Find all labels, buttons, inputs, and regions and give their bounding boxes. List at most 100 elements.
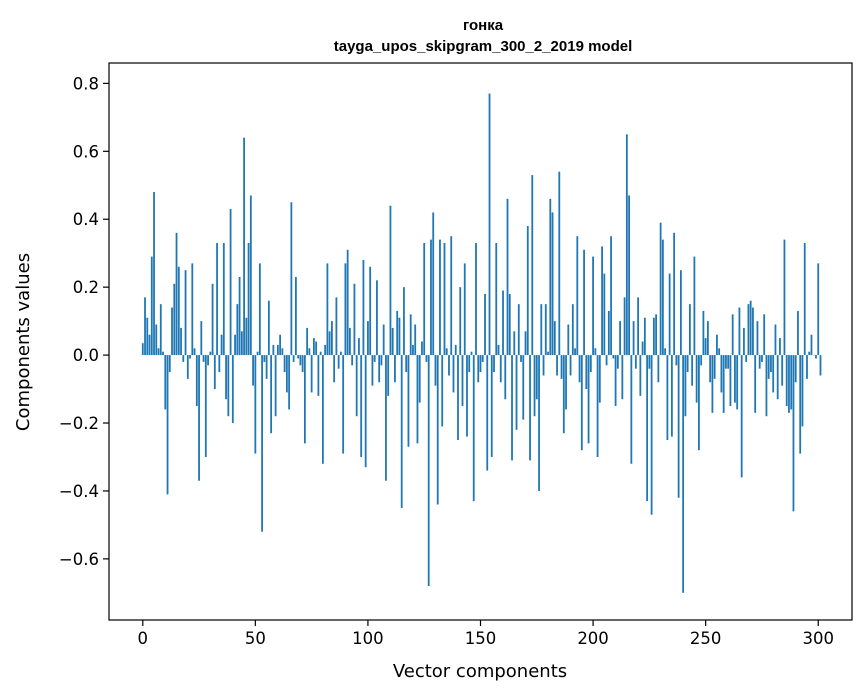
- bar: [475, 243, 477, 356]
- bar: [405, 355, 408, 373]
- bar: [256, 351, 259, 356]
- bar: [670, 355, 673, 437]
- bar: [150, 256, 153, 356]
- bar: [612, 355, 615, 359]
- bar: [461, 355, 464, 407]
- bar: [468, 355, 471, 373]
- bar: [625, 134, 628, 356]
- x-axis-label: Vector components: [393, 661, 567, 682]
- bar: [601, 246, 603, 356]
- bar: [679, 270, 682, 356]
- bar: [168, 355, 171, 373]
- bar: [315, 341, 318, 356]
- bar: [477, 355, 480, 383]
- bar: [682, 355, 685, 593]
- y-axis-ticks: −0.6 −0.4 −0.2 0.0 0.2 0.4 0.6 0.8: [59, 74, 109, 569]
- bar: [535, 355, 538, 400]
- bar: [529, 355, 531, 461]
- bar: [574, 348, 576, 356]
- bar: [743, 327, 745, 356]
- bar: [452, 355, 455, 393]
- bar: [247, 243, 250, 356]
- x-tick-label: 300: [802, 629, 834, 648]
- bar: [281, 348, 284, 356]
- bar: [470, 351, 473, 356]
- bar: [421, 341, 423, 356]
- bar: [749, 300, 752, 356]
- bar: [799, 355, 802, 454]
- bar: [810, 334, 813, 356]
- y-tick-label: −0.4: [59, 482, 99, 501]
- bar: [522, 355, 525, 420]
- bar: [675, 355, 678, 366]
- bar: [180, 327, 182, 356]
- bar: [342, 355, 345, 454]
- bar: [526, 226, 529, 356]
- bar: [272, 344, 275, 356]
- bar: [346, 249, 349, 356]
- bar: [218, 355, 221, 373]
- bar: [222, 243, 225, 356]
- bar: [157, 348, 160, 356]
- bar: [175, 232, 178, 356]
- plot-area-frame: [108, 62, 853, 621]
- bar: [754, 355, 757, 413]
- bar: [258, 263, 261, 356]
- bar: [630, 355, 633, 464]
- bar: [725, 355, 727, 369]
- bar: [466, 355, 468, 437]
- bar: [499, 355, 502, 383]
- bar: [418, 355, 421, 403]
- bar: [317, 355, 320, 396]
- bar: [556, 355, 558, 376]
- bar: [565, 355, 567, 410]
- bar: [285, 355, 288, 393]
- bar: [227, 355, 230, 417]
- bar: [141, 343, 144, 356]
- bar: [639, 355, 642, 396]
- bar: [162, 351, 164, 356]
- bar: [571, 304, 574, 356]
- bar: [186, 355, 189, 379]
- bar: [378, 355, 381, 383]
- bar: [707, 321, 709, 356]
- x-axis-ticks: 0 50 100 150 200 250 300: [138, 620, 834, 648]
- x-tick-label: 150: [465, 629, 497, 648]
- bar: [772, 355, 775, 393]
- bar: [448, 355, 450, 376]
- bar: [439, 239, 441, 356]
- bar: [727, 355, 730, 369]
- bar: [337, 355, 340, 369]
- bar: [173, 283, 176, 356]
- bar: [607, 310, 610, 356]
- bar: [655, 314, 658, 356]
- bar: [308, 348, 311, 356]
- bar: [808, 351, 811, 356]
- bar: [801, 355, 804, 427]
- bar: [360, 355, 363, 457]
- bar: [646, 355, 649, 502]
- bar: [243, 137, 245, 356]
- bar: [391, 327, 394, 356]
- bar: [204, 355, 207, 457]
- bar: [189, 355, 191, 359]
- bar: [153, 192, 155, 356]
- bar: [387, 355, 390, 396]
- bar: [254, 355, 257, 454]
- bar: [450, 236, 453, 356]
- bar: [367, 321, 369, 356]
- bar: [245, 317, 248, 356]
- bar: [358, 338, 360, 356]
- bar: [698, 355, 700, 451]
- bar: [290, 202, 293, 356]
- bar: [443, 243, 446, 356]
- bar: [520, 355, 522, 362]
- bar: [457, 355, 459, 440]
- bar: [234, 334, 236, 356]
- bar: [531, 175, 534, 356]
- bar: [182, 355, 185, 362]
- bar: [445, 348, 448, 356]
- bar: [249, 195, 252, 356]
- bar: [603, 273, 606, 356]
- bar: [634, 355, 637, 369]
